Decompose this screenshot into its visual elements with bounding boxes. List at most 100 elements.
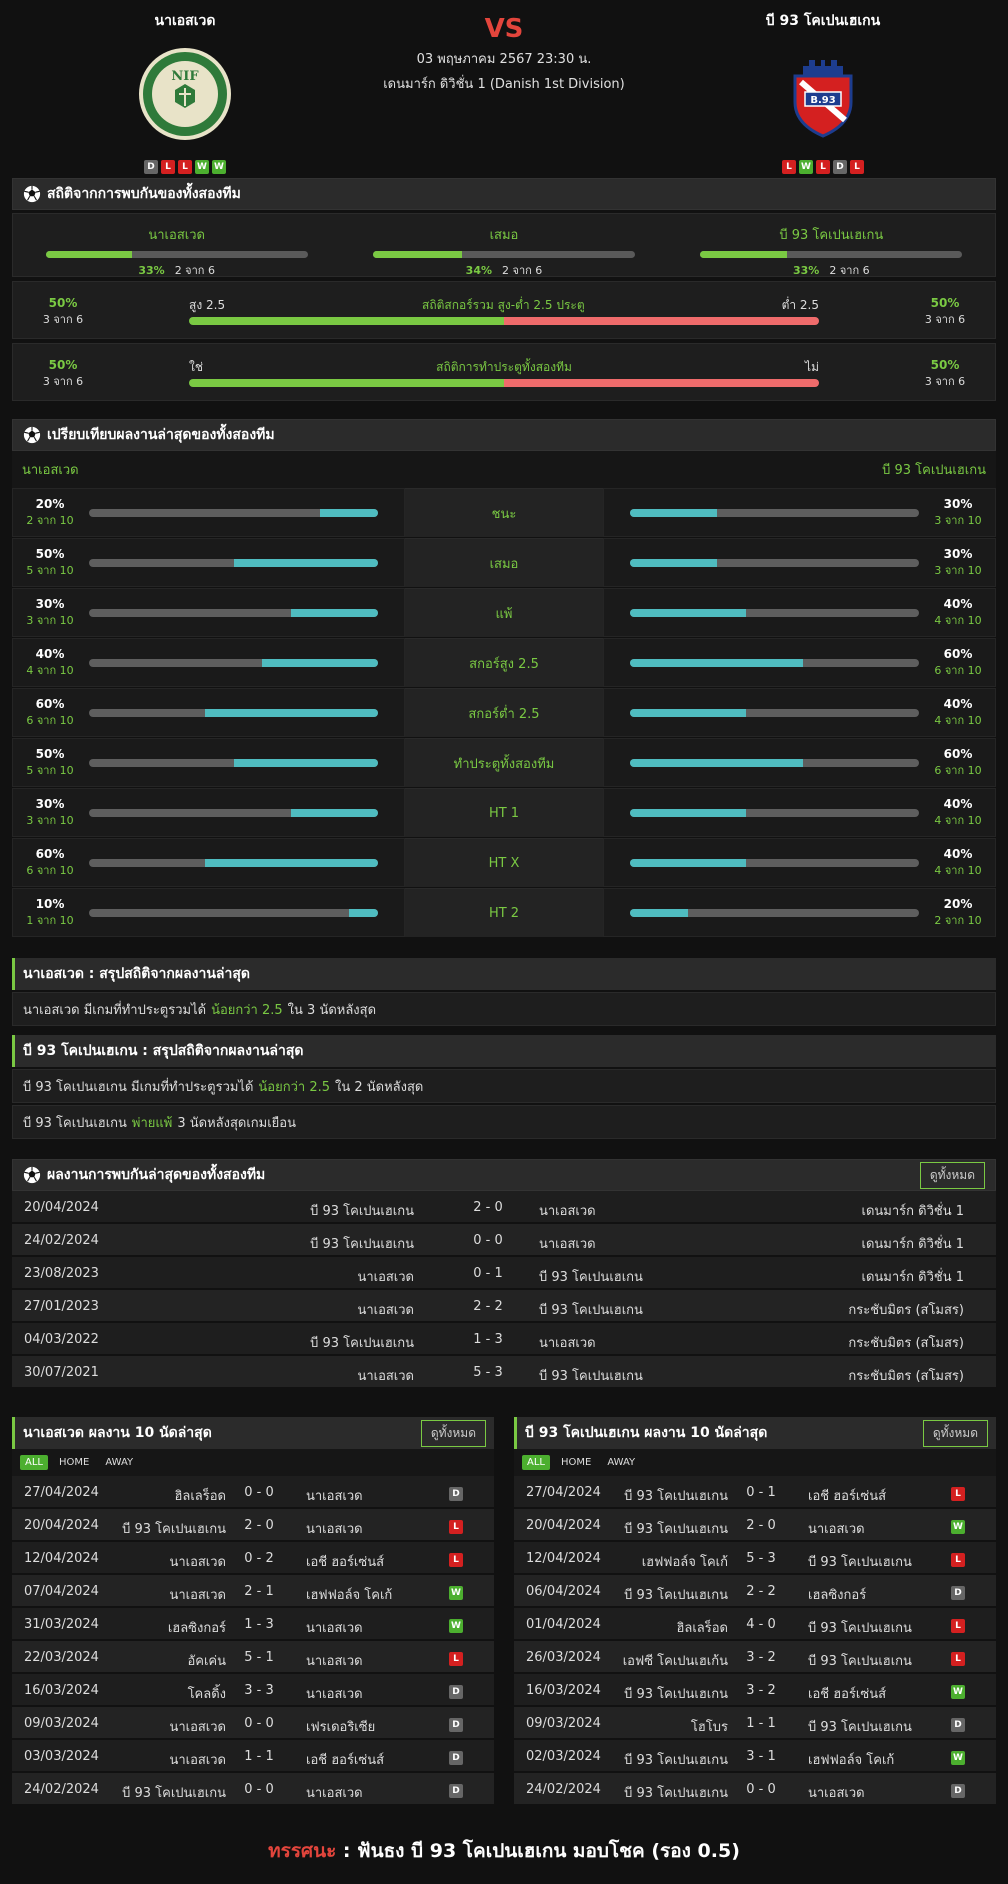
- last10-row[interactable]: 26/03/2024 เอฟซี โคเปนเฮเก้น 3 - 2 บี 93 โค…: [514, 1641, 996, 1674]
- compare-row: 30% 3 จาก 10 HT 1 40% 4 จาก 10: [12, 788, 996, 838]
- ou-right-pct: 50%: [930, 296, 960, 310]
- compare-label: แพ้: [405, 588, 603, 637]
- away-bar-fill: [630, 608, 746, 617]
- match-score: 2 - 2: [746, 1584, 776, 1599]
- match-date: 27/04/2024: [526, 1485, 601, 1500]
- last10-section: นาเอสเวด ผลงาน 10 นัดล่าสุด ดูทั้งหมด AL…: [12, 1417, 996, 1806]
- last10-row[interactable]: 03/03/2024 นาเอสเวด 1 - 1 เอชี ฮอร์เซ่นส์ D: [12, 1740, 494, 1773]
- last10-away-panel: บี 93 โคเปนเฮเกน ผลงาน 10 นัดล่าสุด ดูทั…: [514, 1417, 996, 1806]
- tab-away[interactable]: AWAY: [105, 1457, 134, 1468]
- away-pct: 20%: [943, 896, 973, 911]
- form-badge: W: [212, 160, 226, 174]
- h2h-match-row[interactable]: 24/02/2024 บี 93 โคเปนเฮเกน 0 - 0 นาเอสเวด เ…: [12, 1224, 996, 1257]
- compare-away-value: 40% 4 จาก 10: [933, 847, 983, 879]
- last10-row[interactable]: 09/03/2024 โฮโบร 1 - 1 บี 93 โคเปนเฮเกน D: [514, 1707, 996, 1740]
- last10-row[interactable]: 01/04/2024 ฮิลเลร็อด 4 - 0 บี 93 โคเปนเฮเกน…: [514, 1608, 996, 1641]
- last10-row[interactable]: 24/02/2024 บี 93 โคเปนเฮเกน 0 - 0 นาเอสเวด D: [514, 1773, 996, 1806]
- compare-home-value: 40% 4 จาก 10: [25, 647, 75, 679]
- away-bar: [630, 808, 919, 817]
- home-bar: [89, 658, 378, 667]
- tab-all[interactable]: ALL: [522, 1455, 550, 1470]
- last10-row[interactable]: 31/03/2024 เฮลซิงกอร์ 1 - 3 นาเอสเวด W: [12, 1608, 494, 1641]
- match-score: 2 - 0: [473, 1200, 503, 1215]
- tab-away[interactable]: AWAY: [607, 1457, 636, 1468]
- home-count: 3 จาก 10: [26, 613, 74, 627]
- summary-text: 3 นัดหลังสุดเกมเยือน: [177, 1115, 296, 1131]
- compare-away-side: 30% 3 จาก 10: [603, 488, 996, 537]
- match-score: 0 - 0: [746, 1782, 776, 1797]
- away-form: L W L D L: [723, 160, 923, 174]
- compare-row: 50% 5 จาก 10 เสมอ 30% 3 จาก 10: [12, 538, 996, 588]
- match-info: VS 03 พฤษภาคม 2567 23:30 น. เดนมาร์ก ดิว…: [354, 14, 654, 94]
- away-pct: 40%: [943, 696, 973, 711]
- last10-row[interactable]: 07/04/2024 นาเอสเวด 2 - 1 เฮฟฟอล์จ โคเก้ W: [12, 1575, 494, 1608]
- compare-away-side: 30% 3 จาก 10: [603, 538, 996, 587]
- home-bar: [89, 808, 378, 817]
- away-count: 4 จาก 10: [934, 713, 982, 727]
- last10-row[interactable]: 20/04/2024 บี 93 โคเปนเฮเกน 2 - 0 นาเอสเวด W: [514, 1509, 996, 1542]
- last10-row[interactable]: 09/03/2024 นาเอสเวด 0 - 0 เฟรเดอริเซีย D: [12, 1707, 494, 1740]
- away-team: นาเอสเวด: [306, 1621, 363, 1636]
- result-badge: L: [449, 1652, 463, 1666]
- btts-yes-label: ใช่: [189, 360, 204, 374]
- compare-away-value: 40% 4 จาก 10: [933, 597, 983, 629]
- home-pct: 60%: [35, 846, 65, 861]
- summary-text: ใน 3 นัดหลังสุด: [287, 1002, 377, 1018]
- tab-all[interactable]: ALL: [20, 1455, 48, 1470]
- result-badge: D: [449, 1784, 463, 1798]
- btts-left-stat: 50% 3 จาก 6: [23, 358, 103, 390]
- h2h-match-row[interactable]: 23/08/2023 นาเอสเวด 0 - 1 บี 93 โคเปนเฮเกน เ…: [12, 1257, 996, 1290]
- last10-row[interactable]: 12/04/2024 เฮฟฟอล์จ โคเก้ 5 - 3 บี 93 โคเปน…: [514, 1542, 996, 1575]
- match-date: 12/04/2024: [526, 1551, 601, 1566]
- h2h-match-row[interactable]: 30/07/2021 นาเอสเวด 5 - 3 บี 93 โคเปนเฮเกน ก…: [12, 1356, 996, 1389]
- home-pct: 50%: [35, 546, 65, 561]
- result-badge: W: [449, 1619, 463, 1633]
- last10-row[interactable]: 16/03/2024 โคลดิ้ง 3 - 3 นาเอสเวด D: [12, 1674, 494, 1707]
- btts-right-stat: 50% 3 จาก 6: [905, 358, 985, 390]
- last10-row[interactable]: 02/03/2024 บี 93 โคเปนเฮเกน 3 - 1 เฮฟฟอล์จ …: [514, 1740, 996, 1773]
- away-team: บี 93 โคเปนเฮเกน: [808, 1654, 912, 1669]
- home-team[interactable]: นาเอสเวด NIF D L L W W: [85, 10, 285, 174]
- home-team: นาเอสเวด: [169, 1555, 226, 1570]
- away-team[interactable]: บี 93 โคเปนเฮเกน B.93 L W L D L: [723, 10, 923, 174]
- last10-row[interactable]: 12/04/2024 นาเอสเวด 0 - 2 เอชี ฮอร์เซ่นส์ L: [12, 1542, 494, 1575]
- last10-row[interactable]: 27/04/2024 บี 93 โคเปนเฮเกน 0 - 1 เอชี ฮอร์…: [514, 1476, 996, 1509]
- away-team: นาเอสเวด: [306, 1489, 363, 1504]
- compare-row: 30% 3 จาก 10 แพ้ 40% 4 จาก 10: [12, 588, 996, 638]
- compare-away-side: 40% 4 จาก 10: [603, 838, 996, 887]
- match-score: 0 - 0: [244, 1716, 274, 1731]
- away-bar: [630, 608, 919, 617]
- match-score: 3 - 3: [244, 1683, 274, 1698]
- h2h-match-row[interactable]: 27/01/2023 นาเอสเวด 2 - 2 บี 93 โคเปนเฮเกน ก…: [12, 1290, 996, 1323]
- col-label: นาเอสเวด: [148, 228, 205, 243]
- last10-row[interactable]: 20/04/2024 บี 93 โคเปนเฮเกน 2 - 0 นาเอสเวด L: [12, 1509, 494, 1542]
- home-team: ฮิลเลร็อด: [676, 1621, 728, 1636]
- home-team: ฮิลเลร็อด: [174, 1489, 226, 1504]
- away-pct: 40%: [943, 596, 973, 611]
- compare-home-side: 30% 3 จาก 10: [12, 588, 405, 637]
- prediction-label: ทรรศนะ: [268, 1840, 337, 1862]
- match-score: 0 - 1: [746, 1485, 776, 1500]
- last10-row[interactable]: 16/03/2024 บี 93 โคเปนเฮเกน 3 - 2 เอชี ฮอร์…: [514, 1674, 996, 1707]
- ou-right-count: 3 จาก 6: [924, 313, 966, 326]
- compare-away-value: 30% 3 จาก 10: [933, 497, 983, 529]
- col-label: เสมอ: [489, 228, 519, 243]
- h2h-match-row[interactable]: 20/04/2024 บี 93 โคเปนเฮเกน 2 - 0 นาเอสเวด เ…: [12, 1191, 996, 1224]
- last10-row[interactable]: 27/04/2024 ฮิลเลร็อด 0 - 0 นาเอสเวด D: [12, 1476, 494, 1509]
- h2h-match-row[interactable]: 04/03/2022 บี 93 โคเปนเฮเกน 1 - 3 นาเอสเวด ก…: [12, 1323, 996, 1356]
- col-pct: 33%: [138, 264, 165, 277]
- view-all-button[interactable]: ดูทั้งหมด: [922, 1419, 988, 1447]
- last10-row[interactable]: 22/03/2024 อัคเค่น 5 - 1 นาเอสเวด L: [12, 1641, 494, 1674]
- ou-bar: [189, 317, 819, 325]
- pct-bar-fill: [372, 251, 463, 258]
- view-all-button[interactable]: ดูทั้งหมด: [919, 1161, 985, 1189]
- result-badge: L: [449, 1520, 463, 1534]
- last10-row[interactable]: 24/02/2024 บี 93 โคเปนเฮเกน 0 - 0 นาเอสเวด D: [12, 1773, 494, 1806]
- view-all-button[interactable]: ดูทั้งหมด: [420, 1419, 486, 1447]
- home-team-name: นาเอสเวด: [154, 13, 216, 29]
- summary-text: นาเอสเวด มีเกมที่ทำประตูรวมได้: [23, 1002, 207, 1018]
- tab-home[interactable]: HOME: [560, 1457, 592, 1468]
- match-date: 01/04/2024: [526, 1617, 601, 1632]
- last10-row[interactable]: 06/04/2024 บี 93 โคเปนเฮเกน 2 - 2 เฮลซิงกอร…: [514, 1575, 996, 1608]
- tab-home[interactable]: HOME: [58, 1457, 90, 1468]
